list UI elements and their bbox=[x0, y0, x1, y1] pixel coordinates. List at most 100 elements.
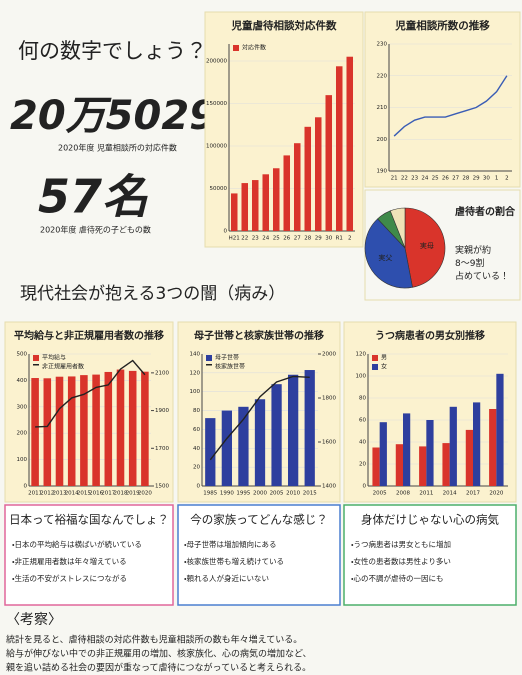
section-title: 現代社会が抱える3つの闇（病み） bbox=[20, 284, 285, 304]
x-tick-label: 23 bbox=[252, 236, 259, 242]
y-tick-label: 20 bbox=[193, 465, 200, 471]
y-tick-label: 0 bbox=[24, 484, 28, 490]
y2-tick-label: 1800 bbox=[322, 396, 336, 402]
y-tick-label: 230 bbox=[377, 42, 388, 48]
chart-title: 児童虐待相談対応件数 bbox=[231, 19, 337, 32]
discussion-line: 統計を見ると、虐待相談の対応件数も児童相談所の数も年々増えている。 bbox=[6, 634, 302, 646]
quiz-number: 57名 bbox=[38, 170, 148, 224]
box-line: ・生活の不安がストレスにつながる bbox=[12, 573, 127, 583]
legend-swatch bbox=[33, 355, 39, 361]
legend-label: 対応件数 bbox=[242, 44, 266, 52]
chart-title: うつ病患者の男女別推移 bbox=[375, 329, 485, 342]
x-tick-label: 2011 bbox=[28, 491, 42, 497]
x-tick-label: 28 bbox=[304, 236, 311, 242]
x-tick-label: 2016 bbox=[89, 491, 103, 497]
y-tick-label: 140 bbox=[190, 352, 201, 358]
legend-label: 女 bbox=[381, 363, 387, 371]
box-title: 身体だけじゃない心の病気 bbox=[361, 513, 499, 527]
y-tick-label: 60 bbox=[359, 418, 366, 424]
line-series bbox=[35, 359, 146, 428]
x-tick-label: 25 bbox=[273, 236, 280, 242]
y-tick-label: 100 bbox=[17, 457, 28, 463]
y-tick-label: 0 bbox=[363, 484, 367, 490]
bar bbox=[426, 420, 434, 486]
bar bbox=[262, 174, 270, 231]
x-tick-label: 26 bbox=[283, 236, 290, 242]
x-tick-label: 2012 bbox=[40, 491, 54, 497]
discussion-line: 親を追い詰める社会の要因が重なって虐待につながっていると考えられる。 bbox=[6, 662, 311, 674]
quiz-caption: 2020年度 虐待死の子どもの数 bbox=[40, 225, 151, 235]
y2-tick-label: 1400 bbox=[322, 484, 336, 490]
y-tick-label: 40 bbox=[359, 440, 366, 446]
legend-swatch bbox=[33, 364, 39, 366]
y-tick-label: 200 bbox=[377, 137, 388, 143]
bar bbox=[419, 446, 427, 486]
x-tick-label: 2014 bbox=[443, 491, 457, 497]
bar bbox=[31, 378, 39, 486]
chart-title: 母子世帯と核家族世帯の推移 bbox=[194, 329, 324, 342]
bar bbox=[55, 376, 64, 486]
bar bbox=[80, 375, 88, 486]
x-tick-label: 29 bbox=[473, 176, 480, 182]
y-tick-label: 120 bbox=[356, 352, 367, 358]
y-tick-label: 400 bbox=[17, 378, 28, 384]
x-tick-label: 1985 bbox=[203, 491, 217, 497]
y-tick-label: 300 bbox=[17, 404, 28, 410]
box-line: ・うつ病患者は男女ともに増加 bbox=[351, 539, 451, 549]
bar bbox=[473, 402, 481, 486]
x-tick-label: 2010 bbox=[286, 491, 300, 497]
bar bbox=[271, 384, 282, 486]
y2-tick-label: 1900 bbox=[155, 408, 169, 414]
y-tick-label: 200000 bbox=[206, 59, 227, 65]
y-tick-label: 60 bbox=[193, 427, 200, 433]
x-tick-label: 2011 bbox=[419, 491, 433, 497]
y-tick-label: 0 bbox=[224, 229, 228, 235]
bar bbox=[288, 374, 299, 486]
box-line: ・核家族世帯も増え続けている bbox=[184, 556, 284, 566]
y-tick-label: 40 bbox=[193, 446, 200, 452]
x-tick-label: 24 bbox=[421, 176, 428, 182]
legend-label: 男 bbox=[381, 355, 387, 362]
y-tick-label: 80 bbox=[359, 396, 366, 402]
slice-label: 実母 bbox=[420, 241, 434, 250]
legend-label: 非正規雇用者数 bbox=[42, 363, 84, 371]
x-tick-label: 28 bbox=[462, 176, 469, 182]
x-tick-label: 2005 bbox=[373, 491, 387, 497]
bar bbox=[251, 180, 259, 231]
x-tick-label: 23 bbox=[411, 176, 418, 182]
bar bbox=[314, 117, 322, 231]
x-tick-label: 2005 bbox=[270, 491, 284, 497]
x-tick-label: 2015 bbox=[303, 491, 317, 497]
legend-swatch bbox=[372, 364, 378, 370]
x-tick-label: 2017 bbox=[101, 491, 115, 497]
pie-slice bbox=[364, 218, 413, 289]
x-tick-label: 2018 bbox=[114, 491, 128, 497]
x-tick-label: 2008 bbox=[396, 491, 410, 497]
bar bbox=[489, 409, 497, 486]
line-series bbox=[393, 75, 508, 137]
discussion-title: 〈考察〉 bbox=[6, 612, 62, 628]
legend-label: 平均給与 bbox=[42, 354, 66, 362]
x-tick-label: 26 bbox=[442, 176, 449, 182]
y-tick-label: 190 bbox=[377, 169, 388, 175]
y2-tick-label: 2100 bbox=[155, 370, 169, 376]
annotation: 実親が約 8～9割占めている！ bbox=[455, 244, 509, 282]
y-tick-label: 100000 bbox=[206, 144, 227, 150]
box-line: ・女性の患者数は男性より多い bbox=[351, 556, 451, 566]
y-tick-label: 200 bbox=[17, 431, 28, 437]
x-tick-label: 22 bbox=[401, 176, 408, 182]
x-tick-label: 2020 bbox=[489, 491, 503, 497]
bar bbox=[372, 447, 380, 486]
bar bbox=[254, 399, 266, 486]
y2-tick-label: 1500 bbox=[155, 484, 169, 490]
x-tick-label: 2017 bbox=[466, 491, 480, 497]
x-tick-label: 30 bbox=[325, 236, 332, 242]
x-tick-label: 22 bbox=[241, 236, 248, 242]
x-tick-label: 1995 bbox=[236, 491, 250, 497]
y-tick-label: 500 bbox=[17, 352, 28, 358]
y-tick-label: 100 bbox=[356, 374, 367, 380]
bar bbox=[496, 373, 504, 486]
bar bbox=[67, 376, 76, 486]
bar bbox=[442, 443, 450, 486]
